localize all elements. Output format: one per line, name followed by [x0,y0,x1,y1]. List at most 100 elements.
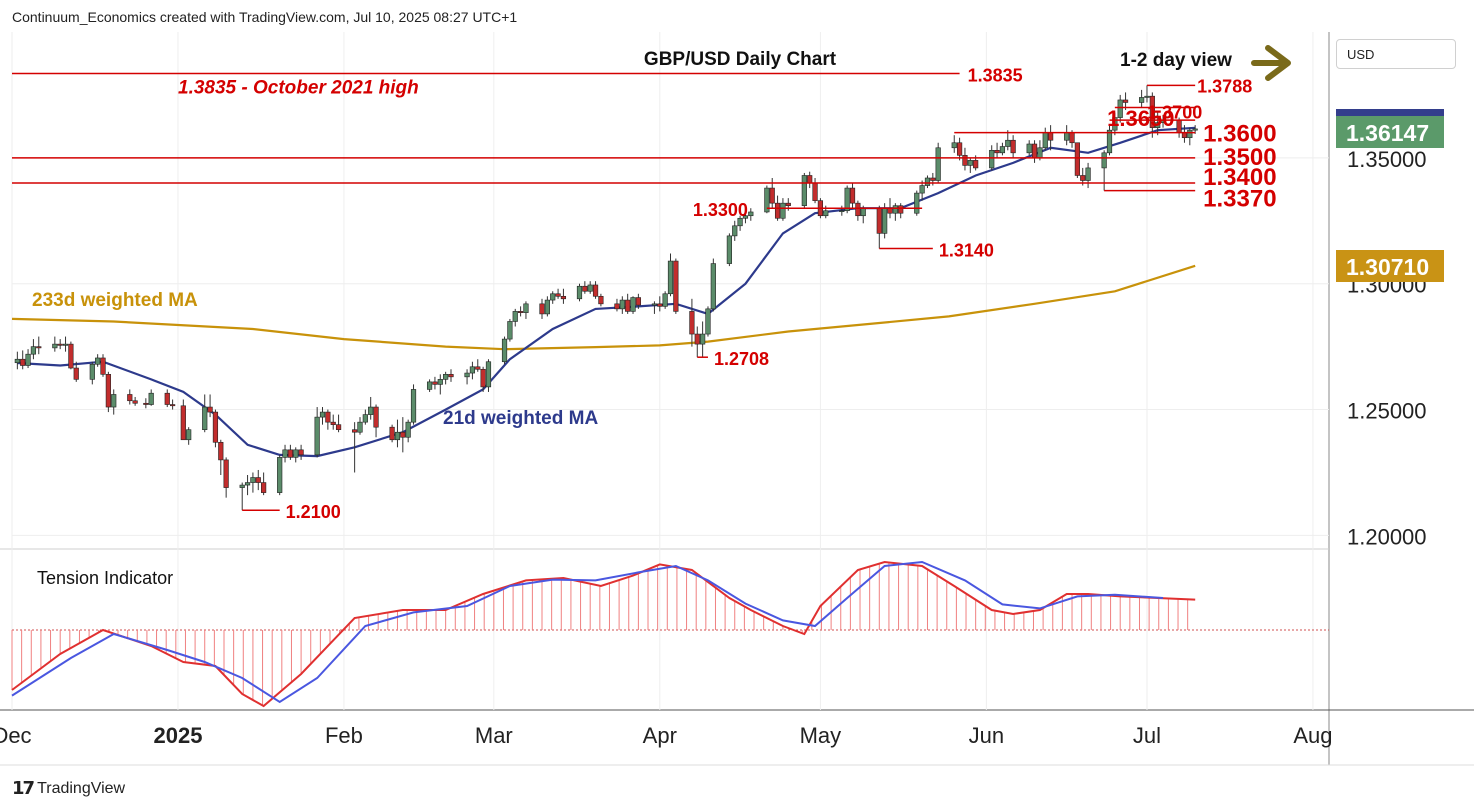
candle-body [962,155,968,166]
candle-body [330,421,336,425]
candle-body [432,381,438,385]
candle-body [930,177,936,181]
level-label: 1.3835 [968,66,1023,86]
candle-body [882,207,888,234]
candle-body [705,308,711,335]
candle-body [1042,132,1048,149]
level-label: 1.2100 [286,502,341,522]
candle-body [651,303,658,306]
candle-body [1074,142,1080,176]
level-label: 1.3600 [1203,121,1276,148]
candle-body [898,205,904,214]
level-note: 1.3835 - October 2021 high [178,78,419,99]
candle-body [973,160,979,169]
candle-body [994,150,1000,154]
candle-body [614,303,620,310]
candle-body [956,142,963,156]
candle-body [560,295,567,300]
candle-body [410,389,417,423]
x-tick-label: Apr [643,723,677,748]
candle-body [914,192,920,214]
candle-body [855,202,861,217]
x-tick-label: Feb [325,723,363,748]
candle-body [1187,129,1193,139]
candle-body [625,299,631,312]
candle-body [576,285,583,300]
candle-body [100,357,106,375]
chart-title: GBP/USD Daily Chart [644,49,837,70]
y-tick-label: 1.20000 [1347,524,1427,549]
candle-body [170,404,176,407]
candle-body [389,426,395,441]
candle-body [1106,129,1113,154]
candle-body [357,421,363,433]
candle-body [362,414,368,423]
candle-body [1112,117,1118,131]
candle-body [619,299,625,310]
candle-body [95,357,101,365]
candle-body [14,358,20,364]
candle-body [1181,132,1188,139]
candle-body [951,142,957,149]
candle-body [919,185,925,194]
candle-body [844,187,850,212]
candle-body [57,343,63,346]
level-label: 1.3788 [1197,76,1252,96]
candle-body [1010,139,1016,154]
currency-button[interactable]: USD [1336,39,1456,69]
tradingview-logo-mark: 17 [12,778,35,799]
candle-body [1149,95,1155,128]
candle-body [1026,143,1032,154]
candle-body [807,175,813,184]
candle-body [924,177,931,186]
candle-body [1139,97,1145,103]
candle-body [999,146,1006,154]
tradingview-logo[interactable]: 17 TradingView [12,778,125,799]
candle-body [694,333,700,345]
candle-body [823,210,829,217]
candle-body [507,321,513,340]
candle-body [657,303,663,307]
candle-body [774,202,781,219]
y-tick-label: 1.35000 [1347,147,1427,172]
candle-body [849,187,856,204]
candle-body [218,441,224,461]
x-tick-label: Mar [475,723,513,748]
candle-body [689,311,695,335]
tension-signal-line [11,560,1164,704]
chart-header: Continuum_Economics created with Trading… [12,9,518,25]
candle-body [812,182,818,201]
tension-indicator-label: Tension Indicator [37,568,173,588]
candle-body [742,215,749,219]
candle-body [1048,132,1054,141]
candle-body [437,379,443,385]
candle-body [20,358,26,366]
candle-body [726,235,732,264]
candle-body [1080,175,1086,181]
candle-body [967,160,973,166]
candle-body [485,361,492,388]
candle-body [635,297,641,306]
candle-body [673,260,679,312]
candle-body [186,429,192,441]
candle-body [860,207,866,217]
view-note: 1-2 day view [1120,50,1232,71]
level-label: 1.3400 [1203,164,1276,191]
x-tick-label: May [800,723,842,748]
candle-body [127,394,133,402]
candle-body [989,150,995,169]
candle-body [732,225,738,237]
candle-body [52,343,58,349]
candle-body [1085,167,1091,181]
candle-body [89,363,95,380]
candle-body [105,374,111,408]
candle-body [550,293,556,301]
candle-body [244,482,251,486]
candle-body [143,402,149,405]
candle-body [1064,132,1070,141]
candle-body [394,431,401,441]
candle-body [592,284,599,297]
candle-body [876,207,882,234]
level-label: 1.3140 [939,240,994,260]
candle-body [400,431,406,438]
